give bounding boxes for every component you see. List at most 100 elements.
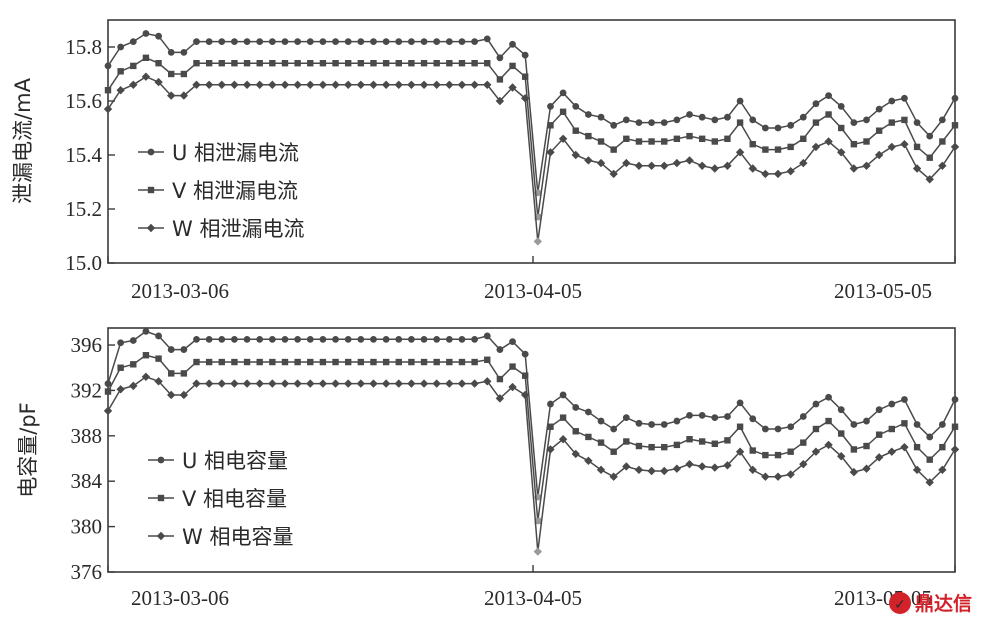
data-point <box>104 388 112 395</box>
data-point <box>369 80 378 89</box>
data-point <box>559 391 567 399</box>
data-point <box>343 80 353 89</box>
data-point <box>395 60 402 67</box>
data-point <box>256 38 264 45</box>
y-tick-label: 388 <box>71 424 103 448</box>
data-point <box>698 135 706 142</box>
legend-marker <box>157 494 165 502</box>
data-point <box>420 60 428 67</box>
data-point <box>458 60 466 67</box>
data-point <box>307 60 314 67</box>
data-point <box>420 38 428 45</box>
data-point <box>711 414 719 422</box>
data-point <box>230 379 239 388</box>
data-point <box>141 372 151 381</box>
data-point <box>585 433 592 441</box>
data-point <box>167 346 175 353</box>
data-point <box>205 60 213 67</box>
data-point <box>609 169 618 179</box>
data-point <box>193 358 200 366</box>
data-point <box>255 80 264 89</box>
data-point <box>496 76 504 83</box>
data-point <box>951 396 959 403</box>
data-point <box>154 377 163 386</box>
data-point <box>306 80 315 89</box>
data-point <box>888 119 895 126</box>
data-point <box>585 132 592 140</box>
data-point <box>660 421 668 428</box>
data-point <box>762 146 769 153</box>
data-point <box>610 146 617 153</box>
legend-label: V 相泄漏电流 <box>172 179 298 203</box>
data-point <box>395 38 403 45</box>
data-point <box>433 38 441 45</box>
x-tick-label: 2013-04-05 <box>484 586 582 610</box>
legend-label: U 相泄漏电流 <box>172 141 299 165</box>
data-point <box>407 379 416 388</box>
data-point <box>116 385 125 394</box>
x-tick-label: 2013-03-06 <box>131 279 229 303</box>
data-point <box>749 141 756 148</box>
data-point <box>433 358 440 366</box>
data-point <box>521 350 529 358</box>
data-point <box>547 122 554 129</box>
legend-marker <box>156 531 166 541</box>
data-point <box>344 38 352 45</box>
data-point <box>167 91 176 100</box>
data-point <box>331 80 340 89</box>
data-point <box>180 370 188 377</box>
x-tick-label: 2013-04-05 <box>484 279 582 303</box>
data-point <box>318 379 328 388</box>
data-point <box>900 442 909 452</box>
data-point <box>142 54 150 61</box>
data-point <box>799 459 808 469</box>
data-point <box>723 461 732 470</box>
data-point <box>432 379 441 388</box>
data-point <box>155 332 162 340</box>
data-point <box>103 104 113 114</box>
data-point <box>559 89 567 97</box>
data-point <box>912 164 922 173</box>
data-point <box>736 119 744 126</box>
data-point <box>850 141 858 148</box>
data-point <box>129 337 137 344</box>
data-point <box>697 161 707 170</box>
data-point <box>698 113 706 121</box>
data-point <box>774 425 782 433</box>
legend-label: W 相电容量 <box>182 525 293 549</box>
data-point <box>647 466 656 476</box>
data-point <box>774 451 782 459</box>
data-point <box>218 358 225 366</box>
data-point <box>913 119 921 126</box>
data-point <box>332 60 339 67</box>
data-point <box>812 100 820 108</box>
data-point <box>344 335 352 343</box>
data-point <box>357 358 365 366</box>
data-point <box>951 122 959 129</box>
data-point <box>218 38 226 45</box>
data-point <box>584 456 593 465</box>
legend: U 相泄漏电流 V 相泄漏电流 W 相泄漏电流 <box>138 141 304 241</box>
data-point <box>648 119 655 126</box>
data-point <box>812 119 820 126</box>
data-point <box>799 113 807 121</box>
data-point <box>926 154 933 161</box>
data-point <box>521 51 529 59</box>
data-point <box>205 38 213 45</box>
y-tick-label: 392 <box>71 378 103 402</box>
data-point <box>218 60 225 67</box>
data-point <box>584 111 592 118</box>
data-point <box>912 465 922 475</box>
data-point <box>951 94 959 102</box>
data-point <box>938 116 946 124</box>
data-point <box>863 417 870 425</box>
data-point <box>863 116 870 124</box>
data-point <box>824 137 833 146</box>
data-point <box>520 390 530 400</box>
data-point <box>142 328 150 335</box>
y-tick-label: 15.8 <box>65 35 102 59</box>
data-point <box>142 30 150 37</box>
data-point <box>256 335 264 343</box>
data-point <box>648 443 655 451</box>
data-point <box>408 60 415 67</box>
